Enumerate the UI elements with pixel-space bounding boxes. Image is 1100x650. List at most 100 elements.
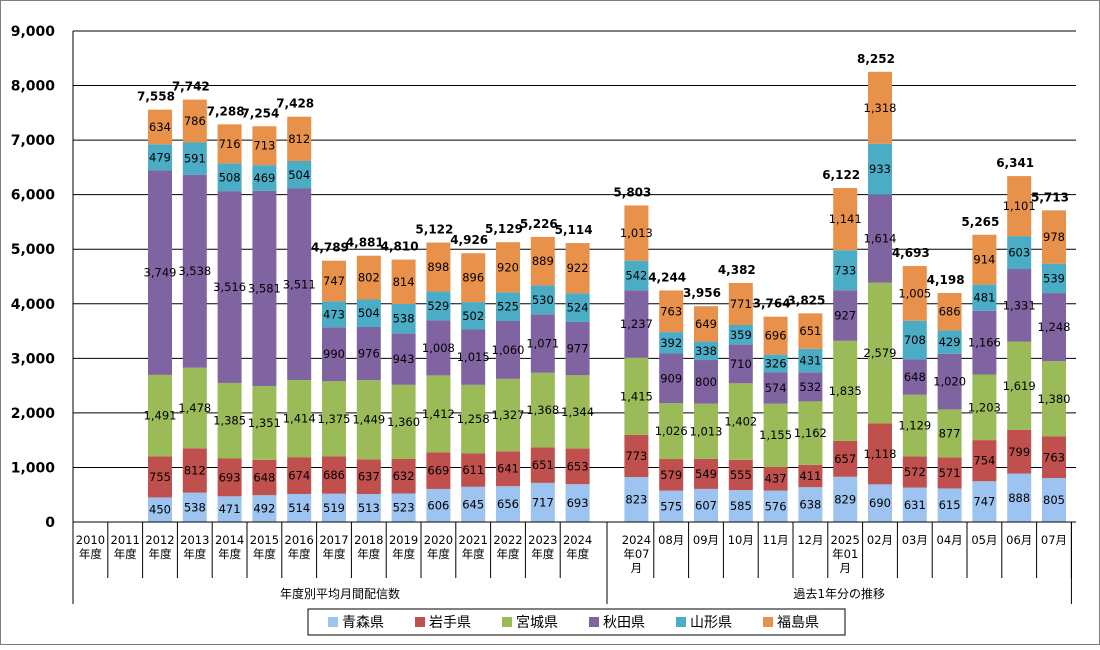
segment-label: 713 (253, 139, 275, 153)
bar-segment (1007, 176, 1032, 237)
bar-segment (565, 375, 590, 449)
segment-label: 922 (567, 261, 589, 275)
segment-label: 572 (904, 465, 926, 479)
segment-label: 1,835 (829, 384, 862, 398)
bar-segment (252, 495, 277, 522)
bar-segment (833, 250, 858, 291)
segment-label: 502 (462, 309, 484, 323)
bar-segment (659, 490, 684, 522)
total-label: 5,713 (1031, 190, 1069, 204)
bar-segment (217, 458, 242, 497)
total-label: 8,252 (857, 52, 895, 66)
segment-label: 690 (869, 496, 891, 510)
segment-label: 648 (904, 370, 926, 384)
total-label: 7,428 (276, 97, 314, 111)
segment-label: 338 (695, 344, 717, 358)
bar-segment (868, 71, 892, 144)
bar-segment (937, 409, 962, 458)
bar-segment (461, 486, 486, 522)
axes: 0 1,000 2,000 3,000 4,000 5,000 6,000 7,000 8,00… (11, 24, 1076, 604)
bar-segment (391, 384, 416, 459)
total-label: 5,114 (555, 223, 593, 237)
segment-label: 1,008 (422, 341, 455, 355)
segment-label: 359 (730, 328, 752, 342)
bar-segment (148, 109, 172, 145)
bar-segment (287, 188, 312, 381)
bar-segment (391, 333, 416, 385)
segment-label: 802 (358, 271, 380, 285)
segment-label: 542 (625, 268, 647, 282)
bar-segment (182, 448, 207, 493)
legend-swatch (676, 617, 686, 627)
total-label: 7,558 (137, 90, 175, 104)
x-tick-label: 04月 (937, 533, 963, 547)
segment-label: 632 (393, 469, 415, 483)
segment-label: 574 (765, 381, 787, 395)
bar-segment (624, 290, 649, 358)
bar-segment (217, 191, 242, 383)
segment-label: 693 (567, 496, 589, 510)
segment-label: 392 (660, 336, 682, 350)
segment-label: 1,491 (144, 409, 177, 423)
segment-label: 469 (253, 171, 275, 185)
bar-segment (356, 326, 381, 381)
bar-segment (937, 292, 962, 331)
bar-segment (530, 372, 555, 448)
bar-segment (1042, 263, 1066, 294)
segment-label: 473 (323, 307, 345, 321)
bars (148, 71, 1066, 522)
y-tick-label: 5,000 (11, 242, 56, 258)
bar-segment (763, 372, 788, 404)
bar-segment (426, 291, 451, 321)
segment-label: 889 (532, 254, 554, 268)
bar-segment (461, 384, 486, 454)
segment-label: 823 (625, 493, 647, 507)
segment-label: 571 (939, 466, 961, 480)
segment-label: 637 (358, 470, 380, 484)
segment-label: 549 (695, 467, 717, 481)
bar-segment (728, 324, 753, 345)
bar-segment (902, 359, 927, 395)
segment-label: 710 (730, 357, 752, 371)
bar-segment (868, 423, 892, 485)
bar-segment (624, 205, 649, 261)
legend-swatch (502, 617, 512, 627)
x-tick-label: 年度 (357, 547, 380, 561)
segment-label: 492 (253, 502, 275, 516)
bar-segment (868, 194, 892, 283)
x-tick-label: 2018 (354, 533, 383, 547)
bar-segment (391, 458, 416, 494)
segment-label: 631 (904, 498, 926, 512)
bar-segment (659, 353, 684, 404)
total-label: 7,742 (172, 80, 210, 94)
segment-label: 888 (1008, 491, 1030, 505)
segment-label: 1,327 (492, 408, 525, 422)
segment-label: 717 (532, 495, 554, 509)
x-tick-label: 月 (631, 561, 643, 575)
x-tick-label: 年度 (114, 547, 137, 561)
x-tick-label: 2022 (493, 533, 522, 547)
segment-label: 603 (1008, 246, 1030, 260)
segment-label: 708 (904, 333, 926, 347)
segment-label: 1,258 (457, 412, 490, 426)
bar-segment (252, 165, 277, 191)
segment-label: 525 (497, 300, 519, 314)
segment-label: 1,026 (655, 424, 688, 438)
bar-segment (902, 320, 927, 360)
y-tick-label: 1,000 (11, 460, 56, 476)
x-tick-label: 年度 (79, 547, 102, 561)
segment-label: 943 (393, 352, 415, 366)
segment-label: 615 (939, 498, 961, 512)
bar-segment (659, 459, 684, 491)
segment-label: 3,538 (178, 264, 211, 278)
segment-label: 514 (288, 501, 310, 515)
x-tick-label: 2012 (145, 533, 174, 547)
bar-segment (461, 302, 486, 330)
bar-segment (1007, 269, 1032, 342)
bar-segment (1042, 210, 1066, 264)
bar-segment (659, 290, 684, 333)
bar-segment (322, 301, 346, 328)
legend-label: 山形県 (690, 615, 732, 631)
bar-segment (624, 357, 649, 435)
bar-segment (972, 234, 997, 285)
